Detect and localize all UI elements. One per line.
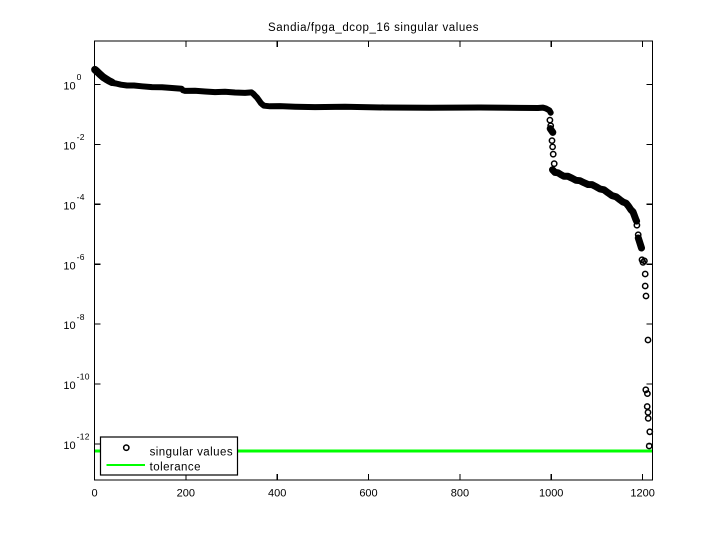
svg-text:10: 10 xyxy=(63,440,75,452)
svg-text:-12: -12 xyxy=(77,432,90,442)
svg-text:200: 200 xyxy=(177,488,195,500)
svg-text:singular values: singular values xyxy=(150,446,233,458)
svg-text:10: 10 xyxy=(63,380,75,392)
svg-text:Sandia/fpga_dcop_16 singular v: Sandia/fpga_dcop_16 singular values xyxy=(268,22,479,34)
svg-text:-4: -4 xyxy=(77,192,85,202)
svg-text:600: 600 xyxy=(359,488,377,500)
svg-text:400: 400 xyxy=(268,488,286,500)
svg-text:-2: -2 xyxy=(77,132,85,142)
svg-text:10: 10 xyxy=(63,320,75,332)
svg-text:800: 800 xyxy=(451,488,469,500)
svg-text:10: 10 xyxy=(63,200,75,212)
svg-text:-8: -8 xyxy=(77,312,85,322)
svg-text:10: 10 xyxy=(63,141,75,153)
svg-text:10: 10 xyxy=(63,81,75,93)
svg-text:0: 0 xyxy=(91,488,97,500)
svg-text:0: 0 xyxy=(77,72,82,82)
svg-text:-6: -6 xyxy=(77,252,85,262)
svg-text:-10: -10 xyxy=(77,372,90,382)
svg-text:tolerance: tolerance xyxy=(150,461,201,473)
svg-text:1200: 1200 xyxy=(630,488,654,500)
svg-text:1000: 1000 xyxy=(539,488,563,500)
svg-text:10: 10 xyxy=(63,260,75,272)
